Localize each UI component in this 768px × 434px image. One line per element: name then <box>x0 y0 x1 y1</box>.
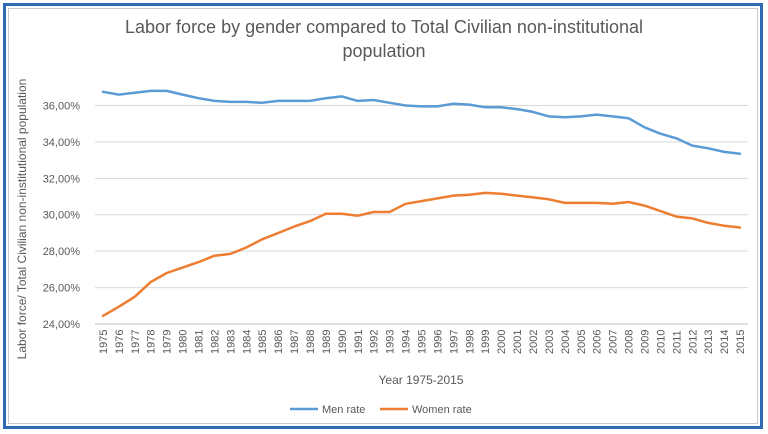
y-tick-label: 28,00% <box>43 246 81 258</box>
y-tick-label: 24,00% <box>43 319 81 331</box>
x-tick-label: 1979 <box>162 330 174 354</box>
y-tick-label: 34,00% <box>43 137 81 149</box>
x-tick-label: 2014 <box>719 330 731 354</box>
x-tick-label: 2003 <box>544 330 556 354</box>
x-tick-label: 2005 <box>576 330 588 354</box>
x-tick-label: 1990 <box>337 330 349 354</box>
series-line-women-rate <box>101 191 742 318</box>
legend-label: Women rate <box>412 404 472 416</box>
x-tick-label: 1999 <box>480 330 492 354</box>
x-tick-label: 2000 <box>496 330 508 354</box>
y-tick-label: 26,00% <box>43 283 81 295</box>
x-tick-label: 2012 <box>687 330 699 354</box>
x-tick-label: 1989 <box>321 330 333 354</box>
y-tick-label: 32,00% <box>43 173 81 185</box>
x-tick-label: 1986 <box>273 330 285 354</box>
gridlines <box>95 104 748 325</box>
x-tick-label: 1991 <box>353 330 365 354</box>
chart-title-line-2: population <box>342 41 425 61</box>
x-tick-label: 2002 <box>528 330 540 354</box>
x-tick-label: 1981 <box>194 330 206 354</box>
x-tick-label: 1983 <box>225 330 237 354</box>
x-tick-label: 1980 <box>178 330 190 354</box>
x-tick-label: 2011 <box>671 330 683 354</box>
x-axis-ticks: 1975 1976 1977 1978 1979 1980 1981 1982 1983 1984… <box>98 330 747 354</box>
x-tick-label: 1992 <box>369 330 381 354</box>
selection-border <box>3 3 763 429</box>
x-tick-label: 1976 <box>114 330 126 354</box>
legend-label: Men rate <box>322 404 365 416</box>
series-lines <box>101 89 742 318</box>
y-axis-title: Labor force/ Total Civilian non-institut… <box>15 79 29 360</box>
x-tick-label: 1977 <box>130 330 142 354</box>
x-tick-label: 2007 <box>608 330 620 354</box>
x-tick-label: 2013 <box>703 330 715 354</box>
x-tick-label: 1985 <box>257 330 269 354</box>
x-tick-label: 1997 <box>448 330 460 354</box>
x-tick-label: 2001 <box>512 330 524 354</box>
chart-area-border <box>8 8 758 424</box>
chart-title-line-1: Labor force by gender compared to Total … <box>125 17 643 37</box>
x-tick-label: 2008 <box>624 330 636 354</box>
x-axis-title: Year 1975-2015 <box>379 373 464 387</box>
x-tick-label: 1987 <box>289 330 301 354</box>
x-tick-label: 1993 <box>385 330 397 354</box>
x-tick-label: 2004 <box>560 330 572 354</box>
x-tick-label: 2015 <box>735 330 747 354</box>
x-tick-label: 1982 <box>209 330 221 354</box>
x-tick-label: 1995 <box>417 330 429 354</box>
x-tick-label: 2006 <box>592 330 604 354</box>
x-tick-label: 1994 <box>401 330 413 354</box>
x-tick-label: 1996 <box>432 330 444 354</box>
x-tick-label: 1988 <box>305 330 317 354</box>
legend: Men rate Women rate <box>290 404 472 416</box>
x-tick-label: 2009 <box>639 330 651 354</box>
x-tick-label: 1998 <box>464 330 476 354</box>
x-tick-label: 1975 <box>98 330 110 354</box>
y-axis-ticks: 24,00% 26,00% 28,00% 30,00% 32,00% 34,00% 36,0… <box>43 100 81 331</box>
series-line-men-rate <box>101 89 742 155</box>
y-tick-label: 30,00% <box>43 210 81 222</box>
x-tick-label: 1978 <box>146 330 158 354</box>
y-tick-label: 36,00% <box>43 100 81 112</box>
x-tick-label: 1984 <box>241 330 253 354</box>
x-tick-label: 2010 <box>655 330 667 354</box>
